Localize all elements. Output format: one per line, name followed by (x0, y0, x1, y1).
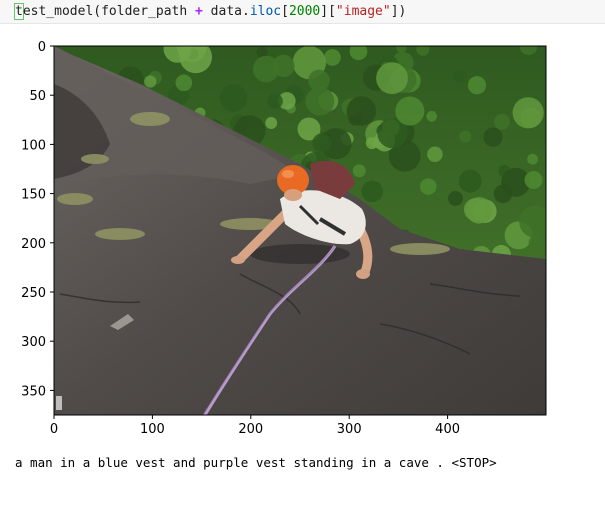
y-tick-label: 250 (21, 286, 46, 301)
foliage-blob (416, 46, 430, 56)
code-token: 2000 (288, 4, 321, 19)
y-axis: 0 50 100 150 200 250 300 350 (21, 40, 54, 399)
foliage-blob (175, 74, 193, 92)
foliage-blob (305, 86, 335, 116)
code-token: [ (281, 4, 289, 19)
foliage-blob (219, 84, 248, 112)
foliage-blob (267, 93, 283, 110)
y-tick-label: 350 (21, 384, 46, 399)
foliage-blob (427, 146, 443, 163)
foliage-blob (252, 55, 280, 83)
y-tick-label: 0 (38, 40, 46, 55)
foliage-blob (512, 97, 544, 129)
foliage-blob (493, 184, 513, 204)
code-token: data (202, 4, 242, 19)
foliage-blob (320, 128, 352, 160)
code-token: t (14, 3, 24, 20)
foliage-blob (452, 69, 467, 84)
photo-image (54, 46, 546, 415)
foliage-blob (524, 171, 543, 190)
foliage-blob (163, 46, 192, 63)
foliage-blob (346, 96, 377, 126)
foliage-blob (395, 96, 425, 126)
x-axis: 0 100 200 300 400 (50, 415, 460, 437)
y-tick-label: 300 (21, 335, 46, 350)
foliage-blob (312, 133, 332, 153)
foliage-blob (144, 75, 157, 88)
x-tick-label: 200 (238, 422, 263, 437)
climber-figure (231, 160, 373, 279)
foliage-blob (519, 46, 538, 56)
foliage-blob (376, 62, 408, 95)
foliage-blob (297, 117, 321, 141)
foliage-blob (278, 92, 296, 110)
foliage-blob (465, 197, 493, 224)
y-tick-label: 200 (21, 237, 46, 252)
y-tick-label: 100 (21, 138, 46, 153)
x-tick-label: 100 (140, 422, 165, 437)
foliage-blob (483, 127, 503, 147)
axes-frame (53, 45, 547, 416)
code-token: "image" (335, 4, 391, 19)
foliage-blob (467, 76, 487, 95)
y-tick-label: 50 (29, 89, 46, 104)
code-cell[interactable]: test_model(folder_path + data.iloc[2000]… (0, 0, 605, 24)
code-token: est_model(folder_path (22, 4, 196, 19)
foliage-blob (519, 205, 546, 238)
cell-output-caption: a man in a blue vest and purple vest sta… (15, 455, 497, 470)
foliage-blob (349, 46, 368, 61)
y-tick-label: 150 (21, 188, 46, 203)
code-token: iloc (249, 4, 282, 19)
foliage-blob (308, 69, 330, 92)
foliage-blob (420, 178, 437, 195)
x-tick-label: 0 (50, 422, 58, 437)
foliage-blob (527, 153, 539, 165)
code-token: ]) (390, 4, 407, 19)
foliage-blob (448, 191, 463, 206)
x-tick-label: 400 (435, 422, 460, 437)
code-line[interactable]: test_model(folder_path + data.iloc[2000]… (14, 3, 406, 20)
code-token: . (241, 4, 250, 19)
foliage-blob (324, 49, 341, 66)
foliage-blob (493, 113, 510, 130)
climbing-rope (203, 245, 337, 415)
foliage-blob (388, 139, 421, 172)
foliage-blob (265, 117, 278, 129)
foliage-blob (458, 169, 482, 193)
foliage-blob (377, 118, 408, 149)
foliage-blob (528, 234, 545, 251)
foliage-blob (459, 130, 472, 143)
foliage-blob (361, 180, 384, 203)
foliage-blob (256, 46, 268, 58)
x-tick-label: 300 (337, 422, 362, 437)
foliage-blob (352, 164, 366, 178)
code-token: ][ (320, 4, 336, 19)
foliage-blob (426, 111, 438, 122)
code-token: + (195, 4, 203, 19)
foliage-blob (396, 46, 407, 53)
image-plot: 0 50 100 150 200 250 300 350 0 100 200 300 400 (21, 40, 547, 437)
